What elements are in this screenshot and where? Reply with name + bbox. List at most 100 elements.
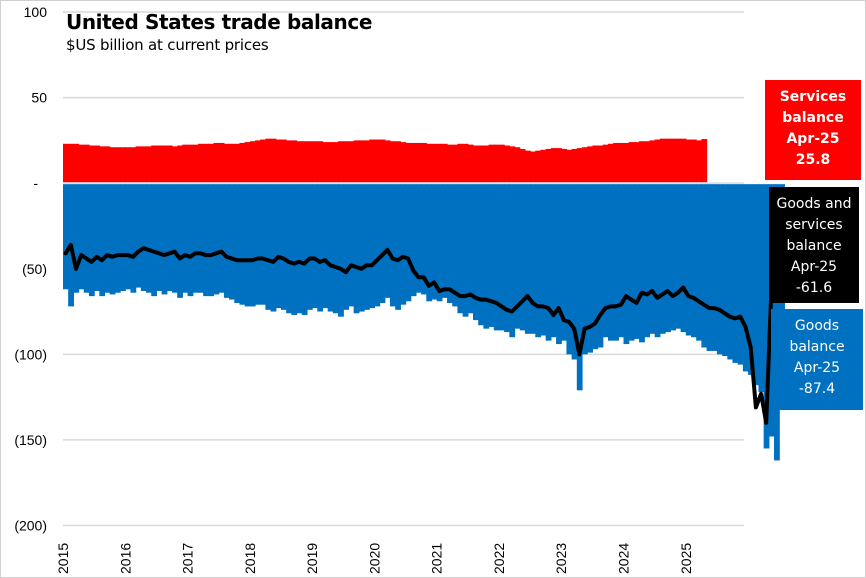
- goods-bar: [639, 184, 645, 343]
- services-bar: [239, 142, 246, 183]
- services-bar: [379, 139, 386, 183]
- total-balance-callout: Goods and services balance Apr-25 -61.6: [769, 187, 859, 303]
- y-tick-label: -: [33, 175, 38, 191]
- callout-value: -87.4: [798, 381, 836, 397]
- goods-bar: [530, 184, 536, 334]
- services-bar: [582, 147, 588, 183]
- goods-bar: [151, 184, 158, 297]
- services-bar: [400, 142, 407, 183]
- goods-bar: [327, 184, 334, 312]
- goods-bar: [161, 184, 168, 295]
- goods-bar: [680, 184, 687, 333]
- services-bar: [561, 148, 568, 183]
- services-bar: [467, 144, 474, 183]
- goods-bar: [550, 184, 557, 338]
- goods-bar: [727, 184, 734, 360]
- services-bar: [166, 145, 173, 183]
- goods-bar: [125, 184, 132, 290]
- goods-bar: [104, 184, 111, 293]
- services-bar: [441, 143, 448, 183]
- y-tick-label: (100): [14, 346, 47, 362]
- goods-bar: [644, 184, 651, 338]
- services-bar: [436, 143, 443, 183]
- services-balance-bars: [63, 138, 708, 183]
- services-bar: [576, 148, 583, 183]
- x-tick-label: 2022: [491, 543, 507, 574]
- services-bar: [431, 143, 438, 183]
- x-tick-label: 2024: [616, 543, 632, 574]
- goods-bar: [395, 184, 401, 310]
- services-bar: [389, 141, 396, 183]
- goods-bar: [737, 184, 744, 365]
- goods-bar: [561, 184, 568, 341]
- goods-bar: [488, 184, 495, 327]
- goods-bar: [571, 184, 578, 360]
- goods-bar: [670, 184, 677, 331]
- services-bar: [644, 141, 651, 183]
- services-bar: [426, 143, 433, 183]
- services-bar: [628, 142, 635, 183]
- goods-bar: [234, 184, 241, 303]
- goods-bar: [716, 184, 723, 355]
- goods-bar: [218, 184, 225, 293]
- goods-bar: [415, 184, 422, 293]
- goods-bar: [317, 184, 324, 312]
- goods-bar: [701, 184, 708, 348]
- services-bar: [291, 140, 298, 183]
- services-bar: [405, 142, 412, 183]
- services-bar: [530, 151, 536, 183]
- y-axis-ticks: 100 50 - (50) (100) (150) (200): [14, 4, 47, 534]
- goods-bar: [260, 184, 267, 305]
- goods-bar: [203, 184, 209, 297]
- services-bar: [343, 141, 350, 183]
- goods-bar: [135, 184, 142, 288]
- services-bar: [197, 143, 204, 183]
- services-bar: [447, 144, 453, 183]
- services-bar: [223, 143, 230, 183]
- callout-line: balance: [789, 339, 845, 355]
- services-bar: [654, 139, 661, 183]
- callout-line: Goods: [794, 318, 840, 334]
- goods-bar: [83, 184, 90, 293]
- callout-line: Goods and: [776, 196, 852, 212]
- services-bar: [109, 147, 116, 183]
- x-tick-label: 2015: [55, 543, 71, 574]
- goods-bar: [462, 184, 469, 317]
- goods-bar: [732, 184, 739, 363]
- goods-bar: [690, 184, 697, 338]
- goods-bar: [208, 184, 215, 297]
- services-bar: [322, 142, 329, 183]
- goods-bar: [384, 184, 391, 298]
- goods-bar: [400, 184, 407, 305]
- services-bar: [88, 145, 95, 183]
- y-tick-label: (200): [14, 518, 47, 534]
- services-bar: [410, 142, 417, 183]
- goods-bar: [706, 184, 713, 351]
- chart-title: United States trade balance: [66, 10, 372, 34]
- goods-bar: [364, 184, 370, 310]
- services-bar: [592, 145, 599, 183]
- goods-bar: [618, 184, 625, 338]
- goods-bar: [369, 184, 375, 309]
- services-bar: [171, 146, 178, 183]
- goods-bar: [306, 184, 313, 310]
- services-bar: [177, 145, 183, 183]
- goods-bar: [436, 184, 443, 302]
- goods-bar: [353, 184, 360, 314]
- goods-bar: [447, 184, 453, 303]
- services-bar: [275, 139, 282, 183]
- y-tick-label: 100: [24, 4, 48, 20]
- services-bar: [498, 144, 505, 183]
- goods-bar: [239, 184, 246, 305]
- goods-bar: [592, 184, 599, 350]
- services-bar: [234, 143, 241, 183]
- goods-bar: [535, 184, 542, 338]
- goods-bar: [177, 184, 183, 298]
- goods-bar: [498, 184, 505, 331]
- services-bar: [265, 138, 272, 183]
- goods-bar: [255, 184, 261, 305]
- services-bar: [104, 146, 111, 183]
- goods-bar: [587, 184, 593, 353]
- services-bar: [358, 140, 365, 183]
- goods-bar: [146, 184, 152, 293]
